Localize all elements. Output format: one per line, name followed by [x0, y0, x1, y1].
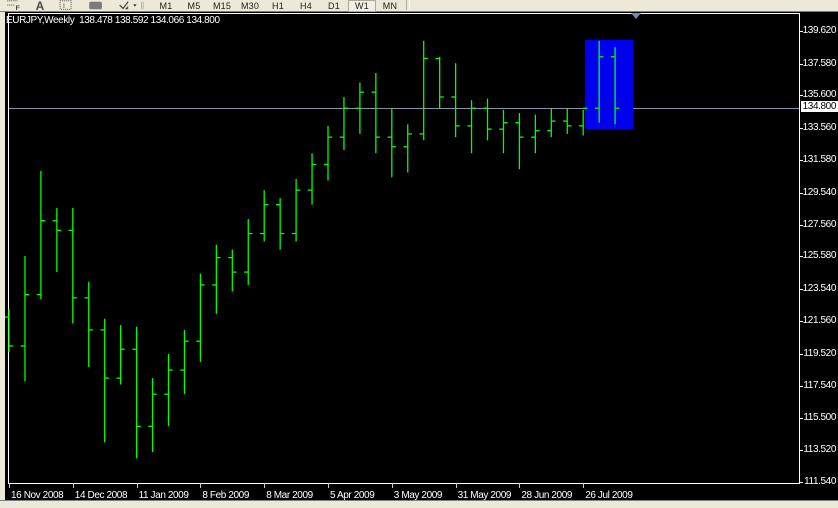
svg-text:I: I: [63, 3, 65, 10]
svg-text:F: F: [16, 5, 20, 11]
